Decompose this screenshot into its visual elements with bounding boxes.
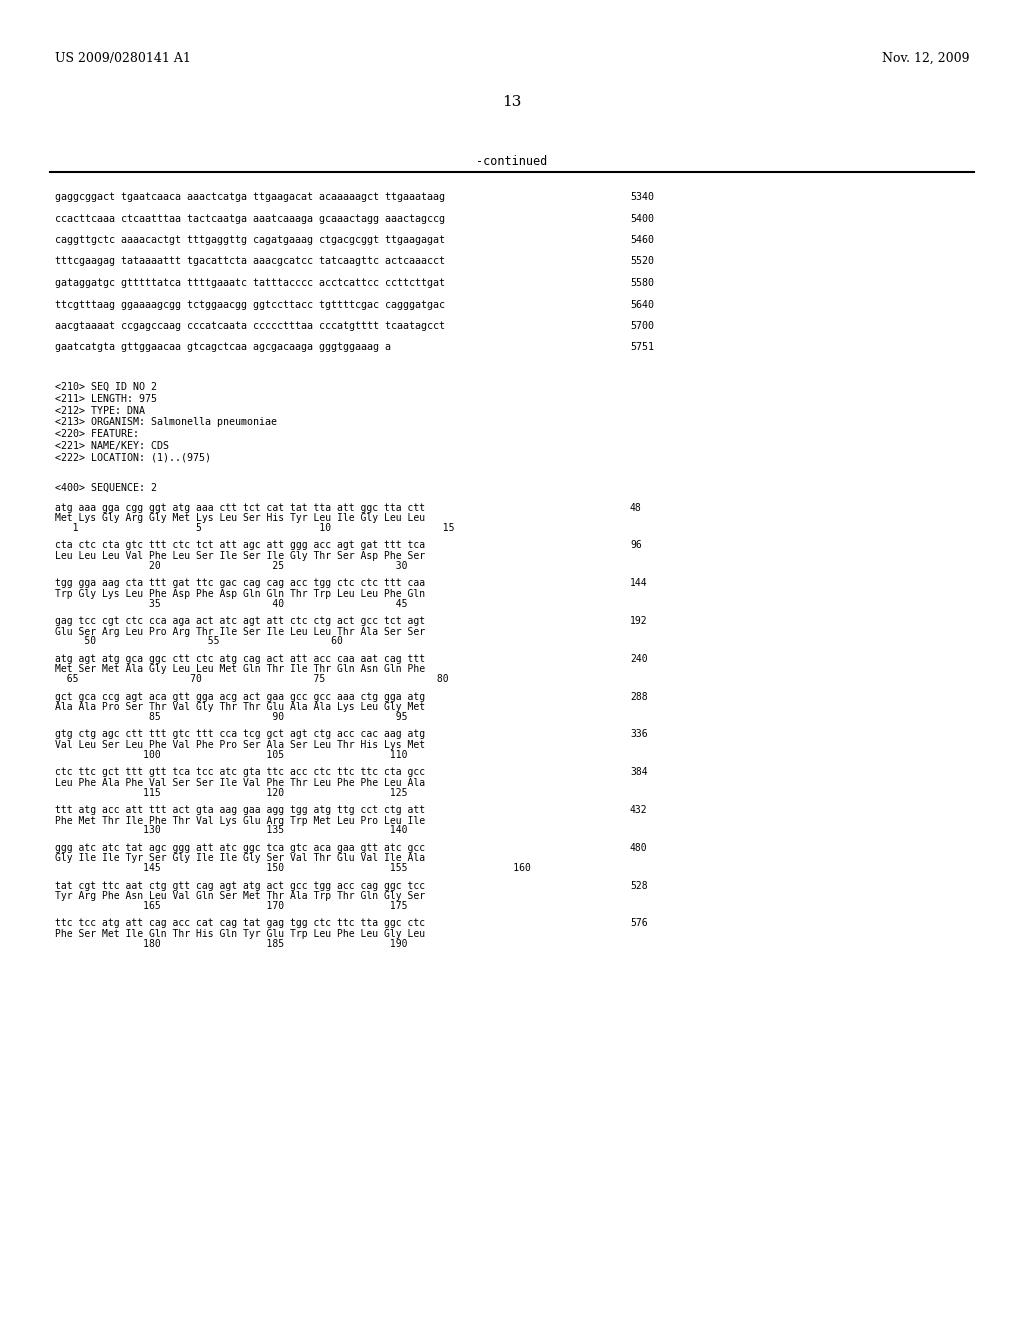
- Text: Trp Gly Lys Leu Phe Asp Phe Asp Gln Gln Thr Trp Leu Leu Phe Gln: Trp Gly Lys Leu Phe Asp Phe Asp Gln Gln …: [55, 589, 425, 599]
- Text: Phe Met Thr Ile Phe Thr Val Lys Glu Arg Trp Met Leu Pro Leu Ile: Phe Met Thr Ile Phe Thr Val Lys Glu Arg …: [55, 816, 425, 825]
- Text: tgg gga aag cta ttt gat ttc gac cag cag acc tgg ctc ctc ttt caa: tgg gga aag cta ttt gat ttc gac cag cag …: [55, 578, 425, 589]
- Text: tat cgt ttc aat ctg gtt cag agt atg act gcc tgg acc cag ggc tcc: tat cgt ttc aat ctg gtt cag agt atg act …: [55, 880, 425, 891]
- Text: tttcgaagag tataaaattt tgacattcta aaacgcatcc tatcaagttc actcaaacct: tttcgaagag tataaaattt tgacattcta aaacgca…: [55, 256, 445, 267]
- Text: ctc ttc gct ttt gtt tca tcc atc gta ttc acc ctc ttc ttc cta gcc: ctc ttc gct ttt gtt tca tcc atc gta ttc …: [55, 767, 425, 777]
- Text: gct gca ccg agt aca gtt gga acg act gaa gcc gcc aaa ctg gga atg: gct gca ccg agt aca gtt gga acg act gaa …: [55, 692, 425, 702]
- Text: <211> LENGTH: 975: <211> LENGTH: 975: [55, 393, 157, 404]
- Text: 145                  150                  155                  160: 145 150 155 160: [55, 863, 530, 873]
- Text: 336: 336: [630, 730, 647, 739]
- Text: <213> ORGANISM: Salmonella pneumoniae: <213> ORGANISM: Salmonella pneumoniae: [55, 417, 278, 428]
- Text: 48: 48: [630, 503, 642, 512]
- Text: cta ctc cta gtc ttt ctc tct att agc att ggg acc agt gat ttt tca: cta ctc cta gtc ttt ctc tct att agc att …: [55, 540, 425, 550]
- Text: 165                  170                  175: 165 170 175: [55, 902, 408, 911]
- Text: ccacttcaaa ctcaatttaa tactcaatga aaatcaaaga gcaaactagg aaactagccg: ccacttcaaa ctcaatttaa tactcaatga aaatcaa…: [55, 214, 445, 223]
- Text: 5640: 5640: [630, 300, 654, 309]
- Text: 96: 96: [630, 540, 642, 550]
- Text: aacgtaaaat ccgagccaag cccatcaata ccccctttaa cccatgtttt tcaatagcct: aacgtaaaat ccgagccaag cccatcaata ccccctt…: [55, 321, 445, 331]
- Text: 5700: 5700: [630, 321, 654, 331]
- Text: 384: 384: [630, 767, 647, 777]
- Text: 50                   55                   60: 50 55 60: [55, 636, 343, 647]
- Text: ttc tcc atg att cag acc cat cag tat gag tgg ctc ttc tta ggc ctc: ttc tcc atg att cag acc cat cag tat gag …: [55, 919, 425, 928]
- Text: 1                    5                    10                   15: 1 5 10 15: [55, 523, 455, 533]
- Text: Met Lys Gly Arg Gly Met Lys Leu Ser His Tyr Leu Ile Gly Leu Leu: Met Lys Gly Arg Gly Met Lys Leu Ser His …: [55, 513, 425, 523]
- Text: gataggatgc gtttttatca ttttgaaatc tatttacccc acctcattcc ccttcttgat: gataggatgc gtttttatca ttttgaaatc tatttac…: [55, 279, 445, 288]
- Text: Gly Ile Ile Tyr Ser Gly Ile Ile Gly Ser Val Thr Glu Val Ile Ala: Gly Ile Ile Tyr Ser Gly Ile Ile Gly Ser …: [55, 853, 425, 863]
- Text: 528: 528: [630, 880, 647, 891]
- Text: atg aaa gga cgg ggt atg aaa ctt tct cat tat tta att ggc tta ctt: atg aaa gga cgg ggt atg aaa ctt tct cat …: [55, 503, 425, 512]
- Text: 288: 288: [630, 692, 647, 702]
- Text: US 2009/0280141 A1: US 2009/0280141 A1: [55, 51, 190, 65]
- Text: <220> FEATURE:: <220> FEATURE:: [55, 429, 139, 440]
- Text: ttcgtttaag ggaaaagcgg tctggaacgg ggtccttacc tgttttcgac cagggatgac: ttcgtttaag ggaaaagcgg tctggaacgg ggtcctt…: [55, 300, 445, 309]
- Text: 5340: 5340: [630, 191, 654, 202]
- Text: gtg ctg agc ctt ttt gtc ttt cca tcg gct agt ctg acc cac aag atg: gtg ctg agc ctt ttt gtc ttt cca tcg gct …: [55, 730, 425, 739]
- Text: <400> SEQUENCE: 2: <400> SEQUENCE: 2: [55, 483, 157, 492]
- Text: Leu Leu Leu Val Phe Leu Ser Ile Ser Ile Gly Thr Ser Asp Phe Ser: Leu Leu Leu Val Phe Leu Ser Ile Ser Ile …: [55, 550, 425, 561]
- Text: 5400: 5400: [630, 214, 654, 223]
- Text: 240: 240: [630, 653, 647, 664]
- Text: 5580: 5580: [630, 279, 654, 288]
- Text: 5751: 5751: [630, 342, 654, 352]
- Text: 144: 144: [630, 578, 647, 589]
- Text: Leu Phe Ala Phe Val Ser Ser Ile Val Phe Thr Leu Phe Phe Leu Ala: Leu Phe Ala Phe Val Ser Ser Ile Val Phe …: [55, 777, 425, 788]
- Text: atg agt atg gca ggc ctt ctc atg cag act att acc caa aat cag ttt: atg agt atg gca ggc ctt ctc atg cag act …: [55, 653, 425, 664]
- Text: 13: 13: [503, 95, 521, 110]
- Text: 5460: 5460: [630, 235, 654, 246]
- Text: Nov. 12, 2009: Nov. 12, 2009: [883, 51, 970, 65]
- Text: Glu Ser Arg Leu Pro Arg Thr Ile Ser Ile Leu Leu Thr Ala Ser Ser: Glu Ser Arg Leu Pro Arg Thr Ile Ser Ile …: [55, 627, 425, 636]
- Text: <210> SEQ ID NO 2: <210> SEQ ID NO 2: [55, 381, 157, 392]
- Text: caggttgctc aaaacactgt tttgaggttg cagatgaaag ctgacgcggt ttgaagagat: caggttgctc aaaacactgt tttgaggttg cagatga…: [55, 235, 445, 246]
- Text: Ala Ala Pro Ser Thr Val Gly Thr Thr Glu Ala Ala Lys Leu Gly Met: Ala Ala Pro Ser Thr Val Gly Thr Thr Glu …: [55, 702, 425, 711]
- Text: <212> TYPE: DNA: <212> TYPE: DNA: [55, 405, 145, 416]
- Text: 35                   40                   45: 35 40 45: [55, 598, 408, 609]
- Text: gag tcc cgt ctc cca aga act atc agt att ctc ctg act gcc tct agt: gag tcc cgt ctc cca aga act atc agt att …: [55, 616, 425, 626]
- Text: 192: 192: [630, 616, 647, 626]
- Text: gaggcggact tgaatcaaca aaactcatga ttgaagacat acaaaaagct ttgaaataag: gaggcggact tgaatcaaca aaactcatga ttgaaga…: [55, 191, 445, 202]
- Text: 576: 576: [630, 919, 647, 928]
- Text: 480: 480: [630, 842, 647, 853]
- Text: -continued: -continued: [476, 154, 548, 168]
- Text: Tyr Arg Phe Asn Leu Val Gln Ser Met Thr Ala Trp Thr Gln Gly Ser: Tyr Arg Phe Asn Leu Val Gln Ser Met Thr …: [55, 891, 425, 902]
- Text: 432: 432: [630, 805, 647, 814]
- Text: 85                   90                   95: 85 90 95: [55, 711, 408, 722]
- Text: 5520: 5520: [630, 256, 654, 267]
- Text: Phe Ser Met Ile Gln Thr His Gln Tyr Glu Trp Leu Phe Leu Gly Leu: Phe Ser Met Ile Gln Thr His Gln Tyr Glu …: [55, 929, 425, 939]
- Text: 20                   25                   30: 20 25 30: [55, 561, 408, 570]
- Text: 115                  120                  125: 115 120 125: [55, 788, 408, 797]
- Text: 100                  105                  110: 100 105 110: [55, 750, 408, 760]
- Text: ggg atc atc tat agc ggg att atc ggc tca gtc aca gaa gtt atc gcc: ggg atc atc tat agc ggg att atc ggc tca …: [55, 842, 425, 853]
- Text: ttt atg acc att ttt act gta aag gaa agg tgg atg ttg cct ctg att: ttt atg acc att ttt act gta aag gaa agg …: [55, 805, 425, 814]
- Text: 180                  185                  190: 180 185 190: [55, 939, 408, 949]
- Text: Met Ser Met Ala Gly Leu Leu Met Gln Thr Ile Thr Gln Asn Gln Phe: Met Ser Met Ala Gly Leu Leu Met Gln Thr …: [55, 664, 425, 675]
- Text: 65                   70                   75                   80: 65 70 75 80: [55, 675, 449, 684]
- Text: Val Leu Ser Leu Phe Val Phe Pro Ser Ala Ser Leu Thr His Lys Met: Val Leu Ser Leu Phe Val Phe Pro Ser Ala …: [55, 741, 425, 750]
- Text: gaatcatgta gttggaacaa gtcagctcaa agcgacaaga gggtggaaag a: gaatcatgta gttggaacaa gtcagctcaa agcgaca…: [55, 342, 391, 352]
- Text: <222> LOCATION: (1)..(975): <222> LOCATION: (1)..(975): [55, 453, 211, 463]
- Text: <221> NAME/KEY: CDS: <221> NAME/KEY: CDS: [55, 441, 169, 451]
- Text: 130                  135                  140: 130 135 140: [55, 825, 408, 836]
